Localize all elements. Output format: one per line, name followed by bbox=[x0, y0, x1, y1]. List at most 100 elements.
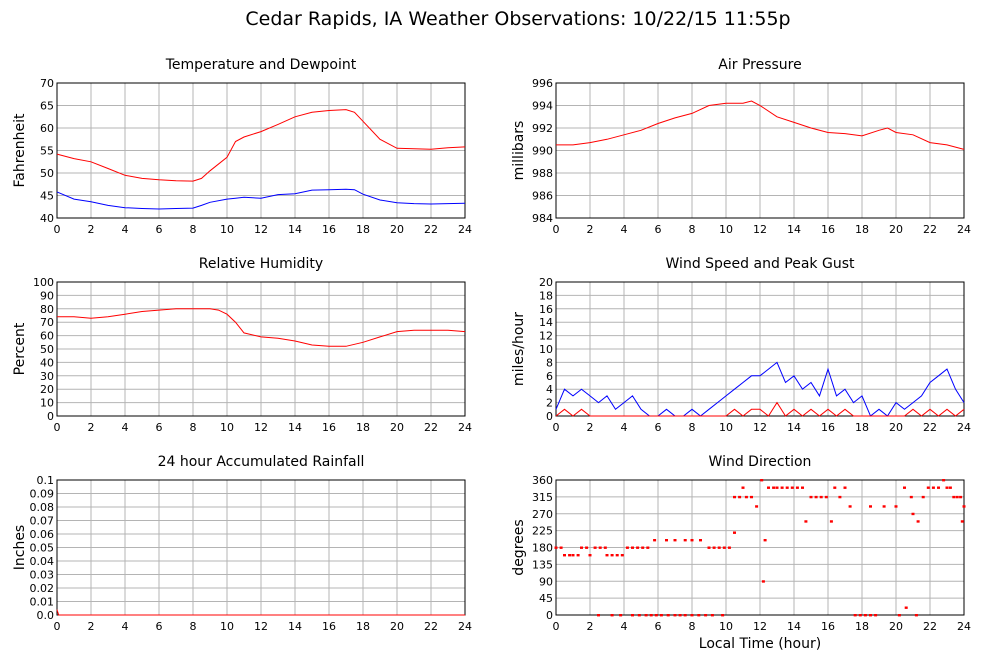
y-tick-label: 6 bbox=[546, 370, 553, 383]
direction-point bbox=[916, 520, 920, 523]
y-tick-label: 984 bbox=[532, 212, 553, 225]
x-tick-label: 14 bbox=[288, 620, 302, 633]
direction-point bbox=[576, 554, 580, 557]
y-axis-label: miles/hour bbox=[511, 312, 527, 386]
chart-panel-0: 0 2 4 6 8 10 12 14 16 18 20 22 2440455055606570Tempe… bbox=[12, 57, 472, 236]
direction-point bbox=[772, 486, 776, 489]
direction-point bbox=[795, 486, 799, 489]
x-tick-label: 20 bbox=[390, 421, 404, 434]
x-tick-label: 18 bbox=[356, 421, 370, 434]
panel-title: Temperature and Dewpoint bbox=[165, 57, 357, 73]
x-tick-label: 14 bbox=[787, 223, 801, 236]
y-tick-label: 270 bbox=[532, 508, 553, 521]
x-tick-label: 2 bbox=[587, 223, 594, 236]
direction-point bbox=[838, 495, 842, 499]
direction-point bbox=[911, 512, 915, 516]
plot-frame bbox=[56, 82, 466, 219]
y-tick-label: 50 bbox=[40, 343, 54, 356]
direction-point bbox=[659, 614, 663, 617]
x-tick-label: 8 bbox=[190, 223, 197, 236]
direction-point bbox=[597, 614, 600, 617]
panel-title: Wind Speed and Peak Gust bbox=[666, 256, 855, 272]
x-tick-label: 24 bbox=[458, 223, 472, 236]
direction-point bbox=[959, 495, 963, 499]
direction-point bbox=[960, 520, 964, 523]
direction-point bbox=[948, 486, 952, 489]
direction-point bbox=[801, 486, 804, 489]
direction-point bbox=[673, 614, 677, 617]
direction-point bbox=[833, 486, 837, 489]
direction-point bbox=[785, 486, 789, 489]
direction-point bbox=[722, 546, 726, 549]
x-tick-label: 2 bbox=[587, 620, 594, 633]
direction-point bbox=[712, 546, 716, 549]
direction-point bbox=[563, 554, 566, 557]
x-tick-label: 18 bbox=[356, 223, 370, 236]
direction-point bbox=[760, 479, 764, 482]
x-tick-label: 22 bbox=[923, 223, 937, 236]
direction-point bbox=[955, 495, 959, 499]
direction-point bbox=[733, 531, 736, 534]
direction-point bbox=[942, 479, 946, 482]
direction-point bbox=[926, 486, 930, 489]
x-tick-label: 20 bbox=[390, 223, 404, 236]
y-axis-label: Inches bbox=[12, 525, 28, 570]
x-tick-label: 14 bbox=[787, 421, 801, 434]
direction-point bbox=[646, 546, 650, 549]
x-tick-label: 6 bbox=[156, 223, 163, 236]
y-tick-label: 12 bbox=[539, 330, 553, 343]
x-tick-label: 12 bbox=[254, 223, 268, 236]
x-tick-label: 12 bbox=[254, 421, 268, 434]
x-tick-label: 12 bbox=[753, 620, 767, 633]
direction-point bbox=[683, 539, 687, 542]
y-tick-label: 10 bbox=[40, 397, 54, 410]
x-tick-label: 8 bbox=[190, 620, 197, 633]
direction-point bbox=[554, 546, 558, 549]
direction-point bbox=[775, 486, 779, 489]
panel-title: Air Pressure bbox=[718, 57, 801, 73]
chart-panel-1: 0 2 4 6 8 10 12 14 16 18 20 22 249849869889909929949… bbox=[511, 57, 971, 236]
direction-point bbox=[790, 486, 794, 489]
y-tick-label: 0.09 bbox=[30, 488, 55, 501]
y-tick-label: 45 bbox=[539, 592, 553, 605]
direction-point bbox=[744, 495, 748, 499]
figure-x-axis-label: Local Time (hour) bbox=[699, 636, 821, 652]
direction-point bbox=[631, 546, 634, 549]
y-tick-label: 50 bbox=[40, 167, 54, 180]
x-tick-label: 4 bbox=[122, 223, 129, 236]
x-tick-label: 4 bbox=[122, 421, 129, 434]
x-tick-label: 10 bbox=[220, 620, 234, 633]
x-tick-label: 16 bbox=[322, 620, 336, 633]
x-tick-label: 14 bbox=[288, 421, 302, 434]
x-tick-label: 10 bbox=[220, 421, 234, 434]
chart-panels: 0 2 4 6 8 10 12 14 16 18 20 22 2440455055606570Tempe… bbox=[12, 57, 971, 633]
direction-point bbox=[666, 614, 670, 617]
series-line-0 bbox=[555, 361, 965, 417]
direction-point bbox=[644, 614, 648, 617]
y-tick-label: 986 bbox=[532, 190, 553, 203]
direction-point bbox=[804, 520, 808, 523]
y-axis-label: degrees bbox=[511, 519, 527, 575]
x-tick-label: 22 bbox=[424, 421, 438, 434]
direction-point bbox=[721, 614, 725, 617]
direction-point bbox=[853, 614, 857, 617]
x-tick-label: 6 bbox=[655, 620, 662, 633]
direction-point bbox=[603, 546, 607, 549]
direction-point bbox=[697, 614, 701, 617]
y-tick-label: 70 bbox=[40, 77, 54, 90]
x-tick-label: 24 bbox=[957, 421, 971, 434]
x-tick-label: 10 bbox=[220, 223, 234, 236]
direction-point bbox=[882, 505, 886, 508]
direction-point bbox=[568, 554, 572, 557]
y-tick-label: 0.01 bbox=[30, 596, 55, 609]
direction-point bbox=[605, 554, 609, 557]
x-tick-label: 4 bbox=[621, 421, 628, 434]
x-tick-label: 18 bbox=[855, 421, 869, 434]
y-tick-label: 80 bbox=[40, 303, 54, 316]
x-tick-label: 0 bbox=[54, 620, 61, 633]
direction-point bbox=[641, 546, 645, 549]
direction-point bbox=[755, 505, 759, 508]
panel-title: Relative Humidity bbox=[199, 256, 323, 272]
direction-point bbox=[814, 495, 818, 499]
direction-point bbox=[931, 486, 935, 489]
